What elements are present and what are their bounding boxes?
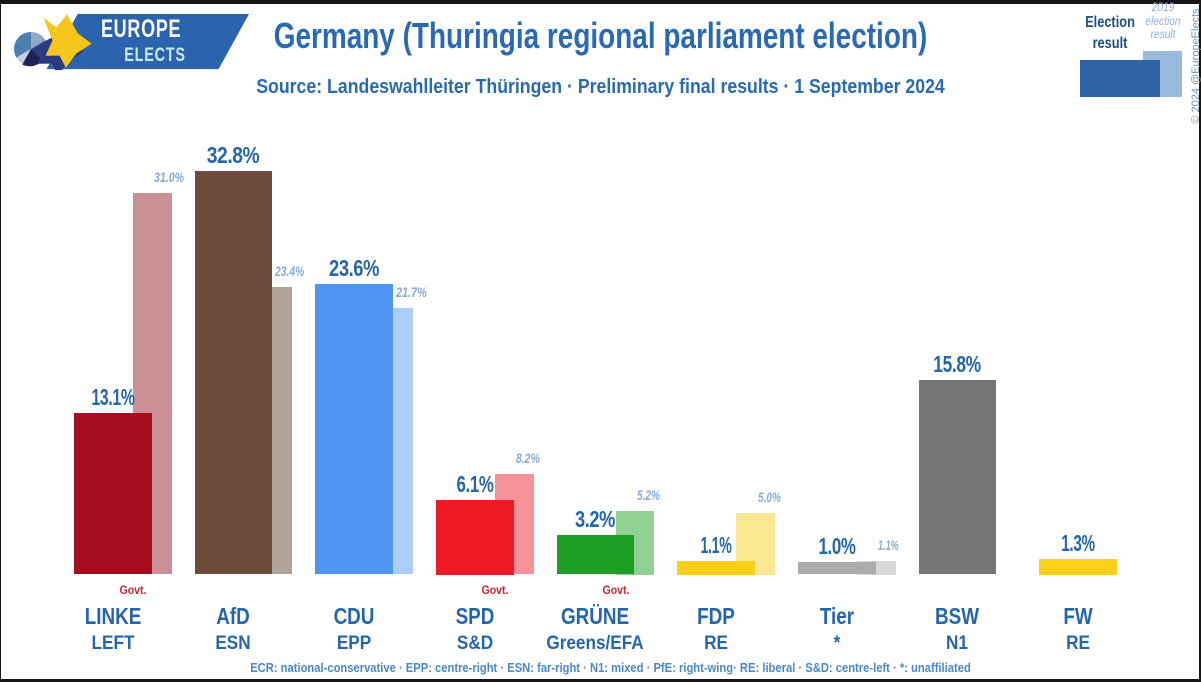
svg-text:EUROPE: EUROPE (101, 14, 181, 43)
svg-text:ELECTS: ELECTS (124, 44, 185, 65)
